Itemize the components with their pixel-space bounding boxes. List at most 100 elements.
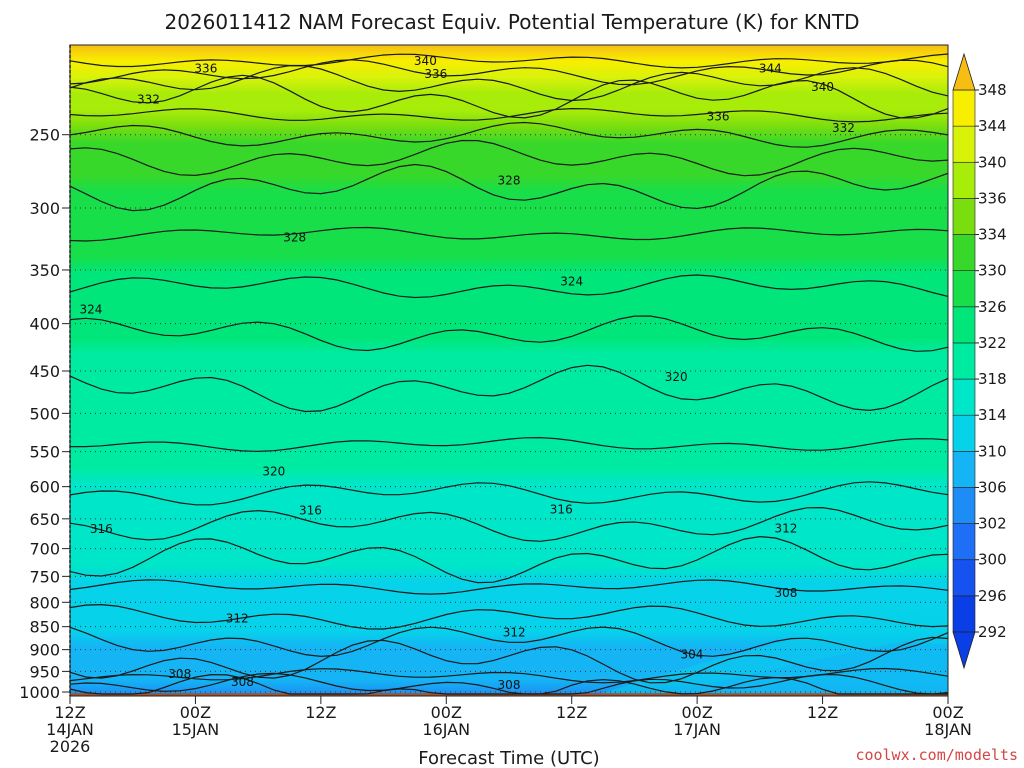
colorbar-segment [952,378,976,416]
y-tick-label: 800 [29,593,60,612]
contour-line [69,672,948,695]
contour-label: 304 [680,648,703,662]
colorbar-segment [952,451,976,488]
colorbar-label: 292 [978,623,1007,641]
colorbar-upper-arrow [952,52,976,91]
contour-label: 324 [79,302,102,316]
colorbar-label: 336 [978,189,1007,207]
contour-label: 316 [90,522,113,536]
x-tick-label: 2026 [50,737,91,756]
contour-label: 336 [194,61,217,75]
colorbar-label: 322 [978,334,1007,352]
contour-label: 336 [707,110,730,124]
x-tick-label: 00Z [932,703,963,722]
colorbar-segment [952,487,976,524]
colorbar-label: 300 [978,551,1007,569]
contour-label: 324 [560,274,583,288]
contour-label: 320 [665,370,688,384]
colorbar-label: 318 [978,370,1007,388]
colorbar-label: 334 [978,226,1007,244]
y-tick-label: 400 [29,315,60,334]
contour-label: 328 [498,173,521,187]
colorbar-segment [952,234,976,271]
colorbar-label: 306 [978,478,1007,496]
credit-text: coolwx.com/modelts [855,746,1018,764]
contour-line [69,579,949,595]
contour-line [69,481,949,506]
contour-label: 340 [811,80,834,94]
y-tick-label: 350 [29,261,60,280]
contour-label: 332 [137,92,160,106]
y-axis: 250 300 350 400 450 500 550 600 650 700 750 800 850 9… [19,45,71,702]
contour-label: 328 [283,231,306,245]
chart-title: 2026011412 NAM Forecast Equiv. Potential… [164,10,859,34]
colorbar-lower-arrow [952,631,976,670]
y-tick-label: 750 [29,567,60,586]
contour-label: 312 [775,522,798,536]
contour-label: 308 [168,667,191,681]
x-tick-label: 14JAN [46,720,94,739]
plot-area [69,44,949,697]
colorbar-label: 326 [978,298,1007,316]
x-tick-label: 12Z [556,703,587,722]
colorbar-segment [952,342,976,380]
contour-line [69,364,949,413]
contour-line [69,107,949,123]
colorbar-label: 310 [978,442,1007,460]
contour-line [69,59,949,86]
contour-line [69,535,949,584]
colorbar: 292 296 300 302 306 310 314 318 322 326 330 334 336 3… [952,52,1007,670]
colorbar-segment [952,198,976,235]
contour-label: 340 [414,54,437,68]
contour-line [69,603,949,630]
colorbar-label: 340 [978,153,1007,171]
colorbar-segment [952,89,976,127]
colorbar-label: 344 [978,117,1007,135]
contour-line [69,673,949,695]
contour-lines [69,53,949,695]
colorbar-segment [952,161,976,199]
contour-label: 316 [550,502,573,516]
contour-label: 332 [832,121,855,135]
contour-line [69,121,949,148]
contour-line [70,436,949,453]
colorbar-segment [952,414,976,452]
x-tick-label: 00Z [681,703,712,722]
x-tick-label: 12Z [54,703,85,722]
contour-line [69,226,949,242]
theta-e-field [70,45,948,696]
y-tick-label: 550 [29,443,60,462]
contour-line [69,53,949,69]
x-tick-label: 00Z [180,703,211,722]
contour-label: 312 [226,612,249,626]
colorbar-label: 314 [978,406,1007,424]
colorbar-segment [952,523,976,561]
contour-line [69,626,949,658]
contour-line [69,64,949,102]
contour-label: 308 [231,675,254,689]
x-tick-label: 12Z [807,703,838,722]
colorbar-label: 348 [978,81,1007,99]
contour-line [69,636,949,684]
x-tick-label: 00Z [431,703,462,722]
y-tick-label: 650 [29,510,60,529]
x-axis-title: Forecast Time (UTC) [418,748,599,768]
y-tick-label: 450 [29,362,60,381]
y-tick-label: 700 [29,540,60,559]
ground-surface [70,693,948,696]
y-tick-label: 950 [29,662,60,681]
contour-line [69,139,949,177]
contour-line [69,506,949,542]
y-tick-label: 300 [29,199,60,218]
colorbar-segment [952,595,976,633]
colorbar-label: 302 [978,515,1007,533]
contour-line [69,274,949,299]
y-tick-label: 600 [29,478,60,497]
x-tick-label: 17JAN [673,720,721,739]
contour-label: 308 [498,678,521,692]
colorbar-segment [952,559,976,597]
y-tick-label: 500 [29,404,60,423]
